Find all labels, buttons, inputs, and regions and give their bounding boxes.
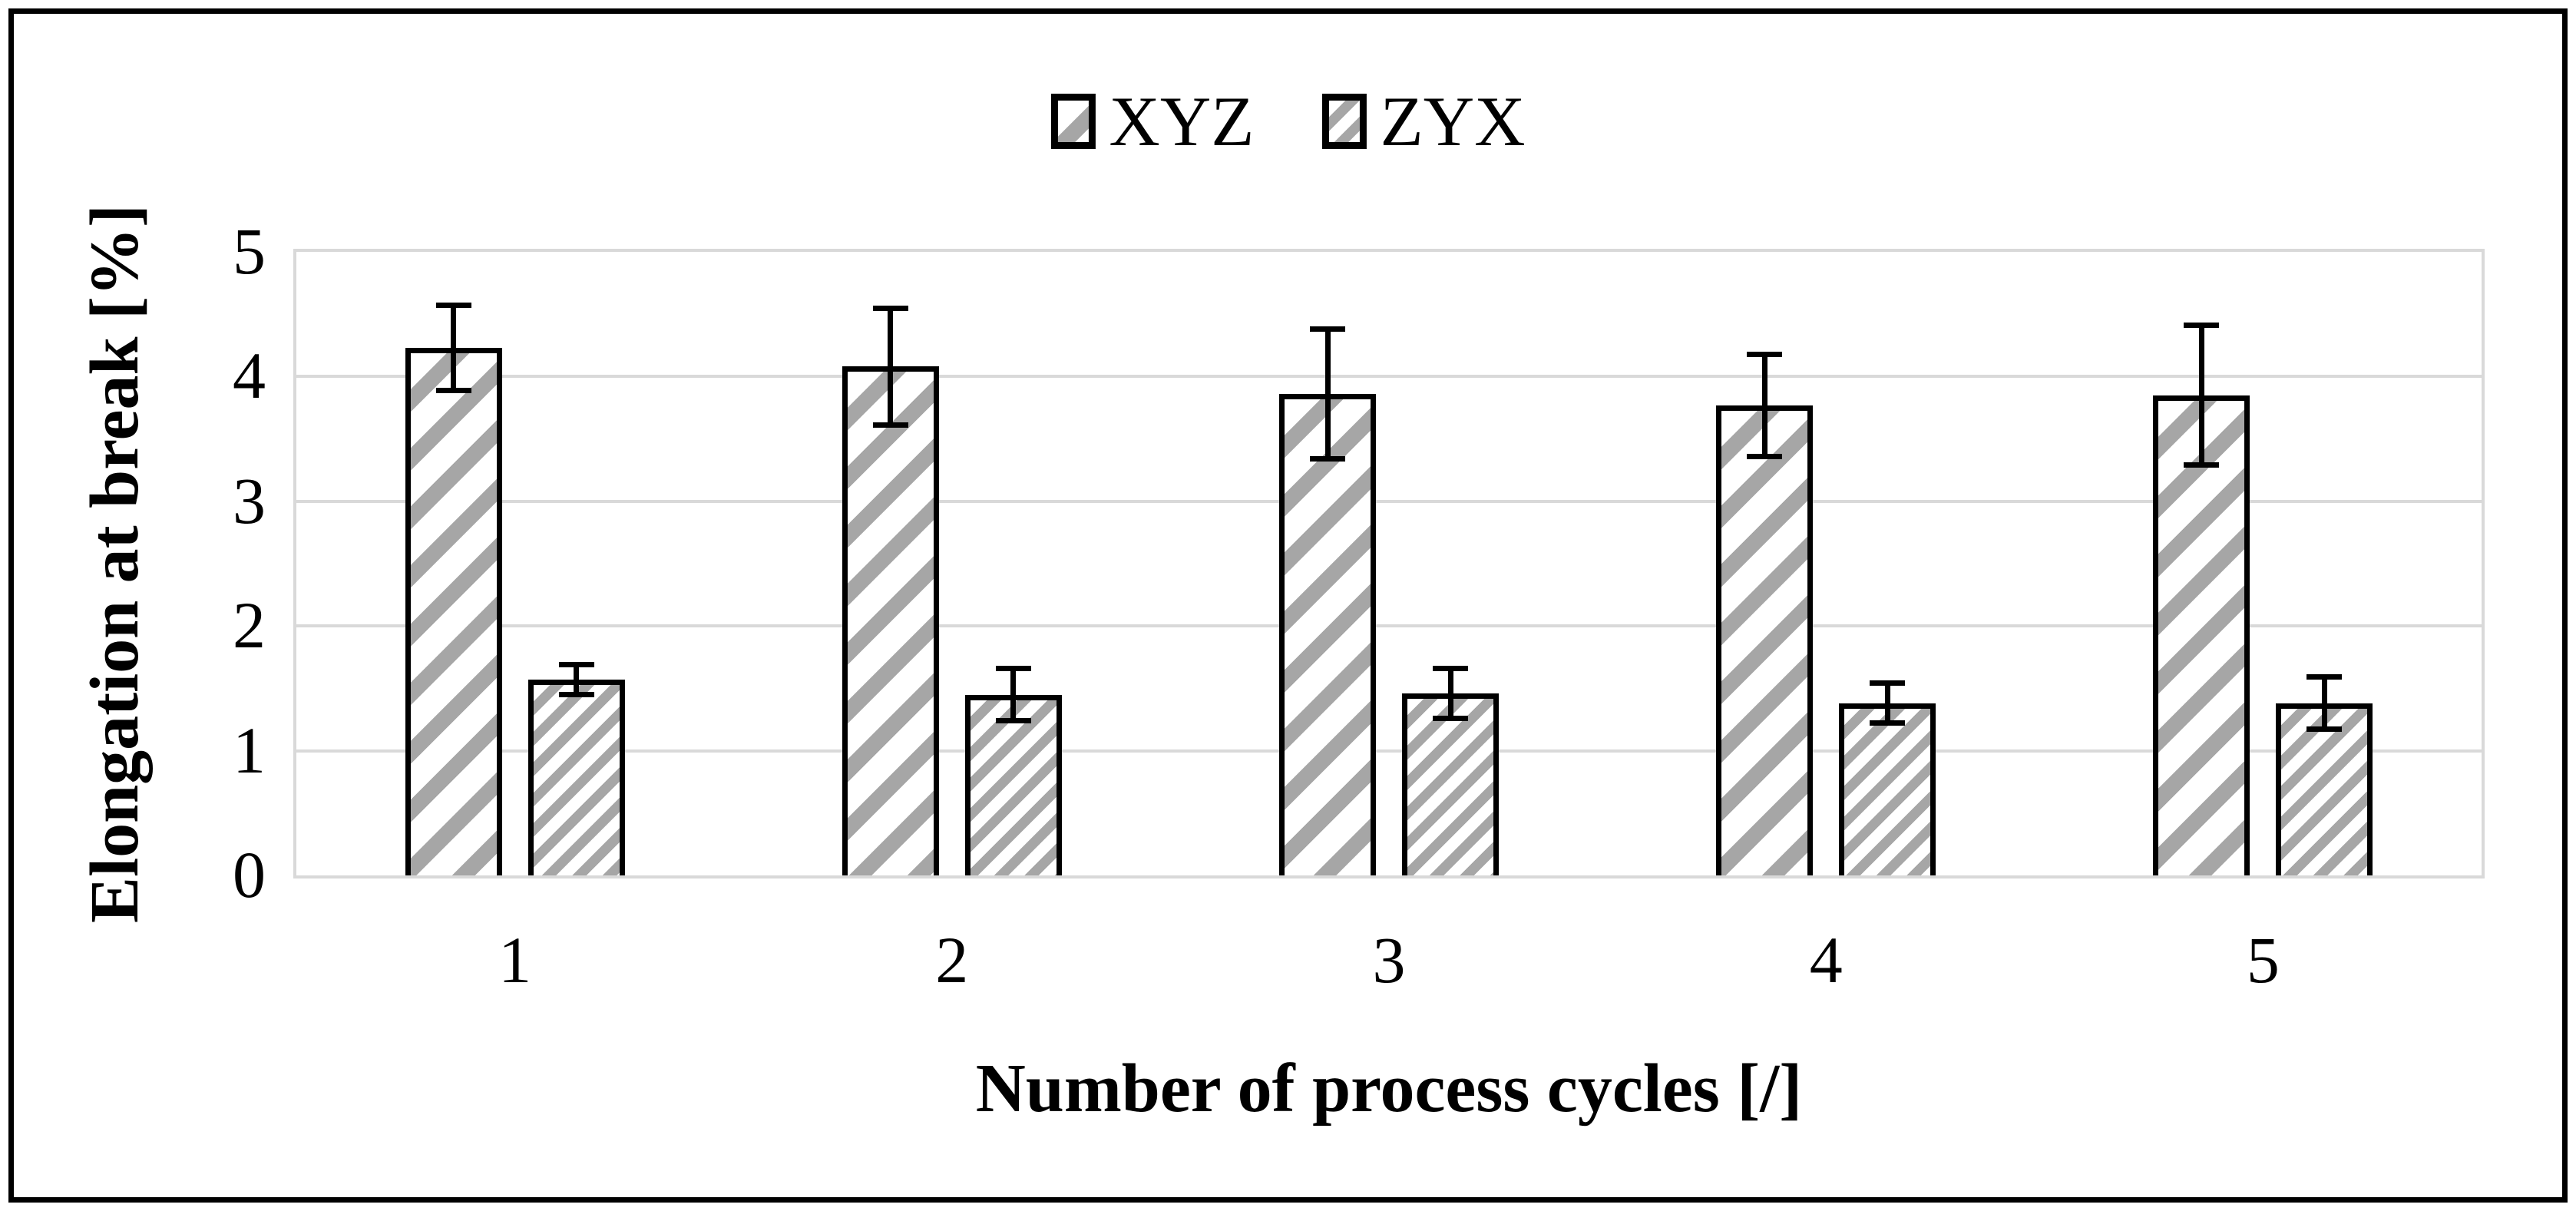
gridline [296, 499, 2482, 503]
y-tick-label: 1 [233, 713, 266, 787]
error-bar [1884, 683, 1890, 723]
error-bar-cap [2184, 462, 2220, 468]
error-bar [1761, 354, 1767, 457]
error-bar-cap [1747, 351, 1783, 357]
error-bar [574, 664, 580, 695]
bar-xyz-4 [1716, 405, 1814, 875]
legend-item-label: XYZ [1109, 82, 1255, 160]
bar-zyx-1 [527, 680, 625, 875]
gridline [296, 375, 2482, 379]
legend-item: ZYX [1321, 82, 1526, 160]
y-tick-label: 3 [233, 463, 266, 538]
bar-xyz-2 [842, 366, 939, 875]
error-bar-cap [435, 303, 471, 309]
legend-item-label: ZYX [1380, 82, 1526, 160]
error-bar-cap [1870, 720, 1906, 726]
error-bar [1010, 668, 1017, 721]
error-bar-cap [435, 387, 471, 393]
y-axis-title: Elongation at break [%] [77, 204, 153, 923]
error-bar [2198, 325, 2204, 465]
gridline [296, 749, 2482, 753]
x-tick-label: 5 [2246, 923, 2280, 997]
y-tick-label: 0 [233, 838, 266, 912]
error-bar [2321, 677, 2327, 730]
error-bar-cap [2306, 726, 2343, 733]
error-bar-cap [1870, 680, 1906, 687]
error-bar-cap [2306, 674, 2343, 680]
x-tick-label: 3 [1372, 923, 1406, 997]
error-bar-cap [1310, 456, 1345, 462]
x-tick-label: 1 [498, 923, 532, 997]
bar-xyz-3 [1279, 394, 1376, 875]
y-tick-label: 2 [233, 588, 266, 663]
legend-item: XYZ [1050, 82, 1255, 160]
legend: XYZ ZYX [1050, 82, 1526, 160]
error-bar-cap [1747, 453, 1783, 459]
error-bar-cap [1310, 326, 1345, 333]
y-tick-label: 5 [233, 214, 266, 288]
bar-zyx-2 [964, 695, 1062, 875]
error-bar-cap [2184, 323, 2220, 329]
bar-xyz-5 [2153, 395, 2250, 875]
error-bar [1447, 668, 1453, 719]
bar-zyx-4 [1839, 703, 1936, 875]
error-bar-cap [872, 422, 908, 428]
x-tick-label: 4 [1809, 923, 1843, 997]
bar-xyz-1 [405, 348, 502, 875]
y-tick-label: 4 [233, 339, 266, 413]
error-bar [1324, 329, 1331, 459]
legend-swatch-zyx-icon [1321, 94, 1367, 149]
error-bar [888, 308, 894, 425]
legend-swatch-xyz-icon [1050, 94, 1096, 149]
x-axis-title: Number of process cycles [/] [975, 1051, 1803, 1127]
error-bar-cap [872, 305, 908, 311]
gridline [296, 624, 2482, 628]
error-bar-cap [558, 692, 594, 698]
error-bar-cap [1433, 665, 1468, 671]
error-bar [451, 305, 457, 391]
error-bar-cap [558, 662, 594, 668]
error-bar-cap [995, 718, 1031, 724]
error-bar-cap [995, 665, 1031, 671]
error-bar-cap [1433, 715, 1468, 721]
x-tick-label: 2 [935, 923, 969, 997]
plot-area [296, 252, 2482, 875]
